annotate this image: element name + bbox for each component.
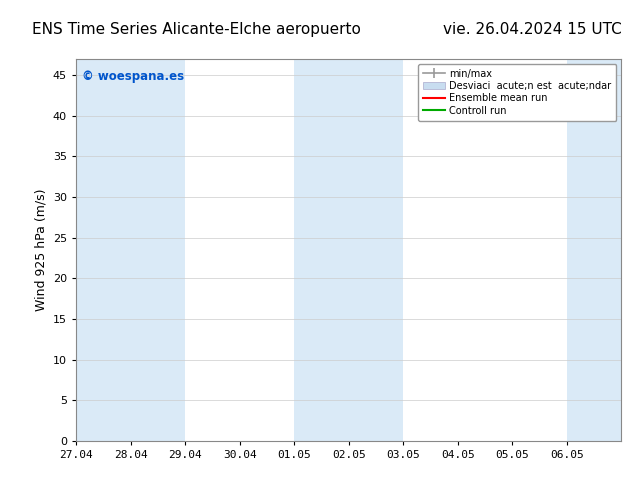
Bar [294,59,349,441]
Bar [76,59,131,441]
Text: © woespana.es: © woespana.es [82,70,184,83]
Text: vie. 26.04.2024 15 UTC: vie. 26.04.2024 15 UTC [443,22,621,37]
Legend: min/max, Desviaci  acute;n est  acute;ndar, Ensemble mean run, Controll run: min/max, Desviaci acute;n est acute;ndar… [418,64,616,121]
Y-axis label: Wind 925 hPa (m/s): Wind 925 hPa (m/s) [34,189,48,311]
Text: ENS Time Series Alicante-Elche aeropuerto: ENS Time Series Alicante-Elche aeropuert… [32,22,361,37]
Bar [131,59,185,441]
Bar [349,59,403,441]
Bar [567,59,621,441]
